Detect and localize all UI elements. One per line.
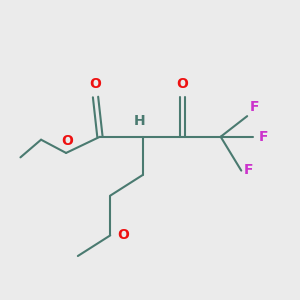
Text: O: O — [90, 77, 101, 91]
Text: F: F — [244, 163, 254, 176]
Text: O: O — [118, 228, 130, 242]
Text: O: O — [61, 134, 74, 148]
Text: F: F — [258, 130, 268, 144]
Text: F: F — [250, 100, 260, 114]
Text: H: H — [134, 114, 146, 128]
Text: O: O — [176, 77, 188, 91]
